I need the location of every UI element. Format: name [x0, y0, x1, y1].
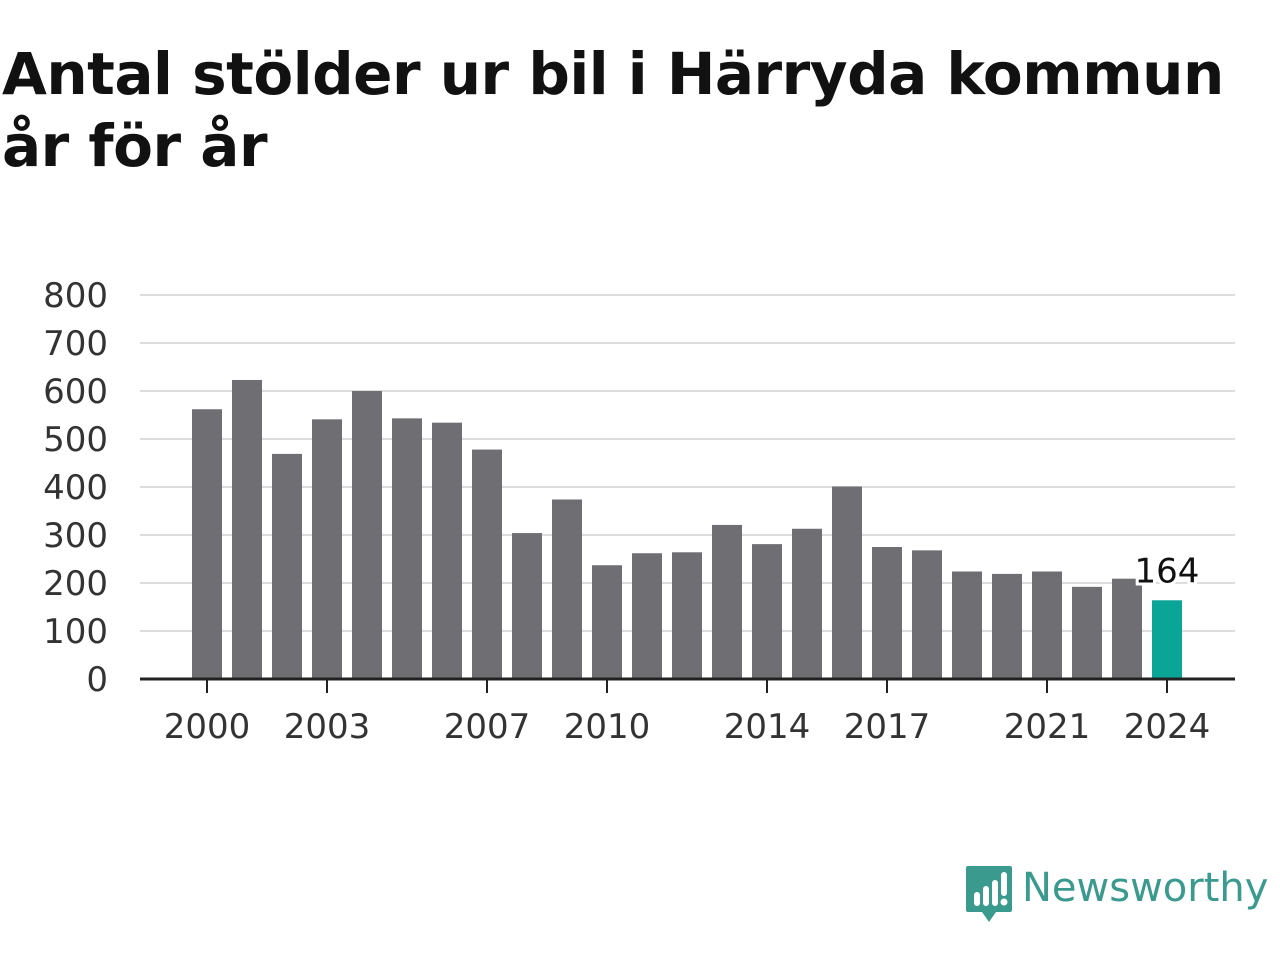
x-tick-label-2014: 2014	[724, 707, 811, 747]
data-labels: 164	[1132, 548, 1203, 594]
y-tick-label-0: 0	[86, 660, 108, 700]
y-tick-label-700: 700	[43, 324, 108, 364]
x-tick-label-2000: 2000	[164, 707, 251, 747]
bars	[192, 379, 1182, 679]
bar-2022	[1072, 586, 1102, 679]
newsworthy-logo: Newsworthy	[964, 864, 1268, 924]
bar-2000	[192, 409, 222, 679]
bar-2014	[752, 544, 782, 679]
bar-2013	[712, 524, 742, 679]
bar-2011	[632, 553, 662, 679]
data-label-2024: 164	[1135, 551, 1200, 591]
bar-2001	[232, 379, 262, 679]
bar-2009	[552, 499, 582, 679]
chart-title: Antal stölder ur bil i Härryda kommun år…	[2, 38, 1262, 182]
y-tick-label-400: 400	[43, 468, 108, 508]
bar-2006	[432, 422, 462, 679]
y-tick-label-500: 500	[43, 420, 108, 460]
x-tick-label-2010: 2010	[564, 707, 651, 747]
bar-2020	[992, 573, 1022, 679]
bar-2019	[952, 571, 982, 679]
chart-title-line-2: år för år	[2, 112, 268, 180]
newsworthy-logo-text: Newsworthy	[1022, 865, 1269, 911]
chart-title-line-1: Antal stölder ur bil i Härryda kommun	[2, 40, 1224, 108]
bar-2015	[792, 528, 822, 679]
x-axis	[140, 677, 1235, 693]
x-tick-label-2017: 2017	[844, 707, 931, 747]
x-tick-label-2024: 2024	[1124, 707, 1211, 747]
y-axis-tick-labels: 0 100 200 300 400 500 600 700 800	[43, 276, 108, 700]
x-tick-label-2021: 2021	[1004, 707, 1091, 747]
newsworthy-logo-icon	[966, 866, 1012, 922]
bar-2008	[512, 533, 542, 679]
bar-2002	[272, 453, 302, 679]
y-tick-label-300: 300	[43, 516, 108, 556]
bar-2003	[312, 419, 342, 679]
x-axis-tick-labels: 2000 2003 2007 2010 2014 2017 2021 2024	[164, 707, 1211, 747]
bar-2007	[472, 449, 502, 679]
y-tick-label-600: 600	[43, 372, 108, 412]
bar-2023	[1112, 578, 1142, 679]
bar-2016	[832, 486, 862, 679]
y-tick-label-800: 800	[43, 276, 108, 316]
bar-2010	[592, 565, 622, 679]
bar-2012	[672, 552, 702, 679]
y-tick-label-200: 200	[43, 564, 108, 604]
bar-2018	[912, 550, 942, 679]
bar-2004	[352, 391, 382, 679]
bar-2024	[1152, 600, 1182, 679]
y-tick-label-100: 100	[43, 612, 108, 652]
x-tick-label-2003: 2003	[284, 707, 371, 747]
bar-2005	[392, 418, 422, 679]
bar-2017	[872, 547, 902, 679]
x-tick-label-2007: 2007	[444, 707, 531, 747]
bar-2021	[1032, 571, 1062, 679]
